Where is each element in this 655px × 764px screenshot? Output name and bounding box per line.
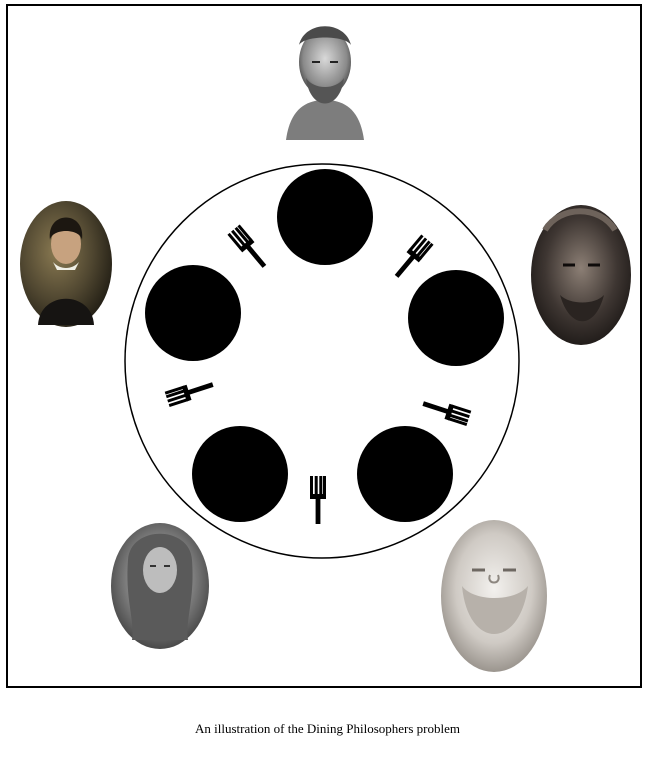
philosopher-right-portrait [531,205,631,345]
caption: An illustration of the Dining Philosophe… [194,721,461,736]
philosopher-bottom-right-portrait [441,520,547,672]
plate-right [408,270,504,366]
philosopher-left-portrait [20,201,112,327]
philosopher-top-portrait [280,14,370,142]
philosopher-bottom-left-portrait [111,523,209,649]
plate-bottom-right [357,426,453,522]
plate-top [277,169,373,265]
dining-philosophers-diagram [20,14,631,672]
plate-left [145,265,241,361]
plate-bottom-left [192,426,288,522]
